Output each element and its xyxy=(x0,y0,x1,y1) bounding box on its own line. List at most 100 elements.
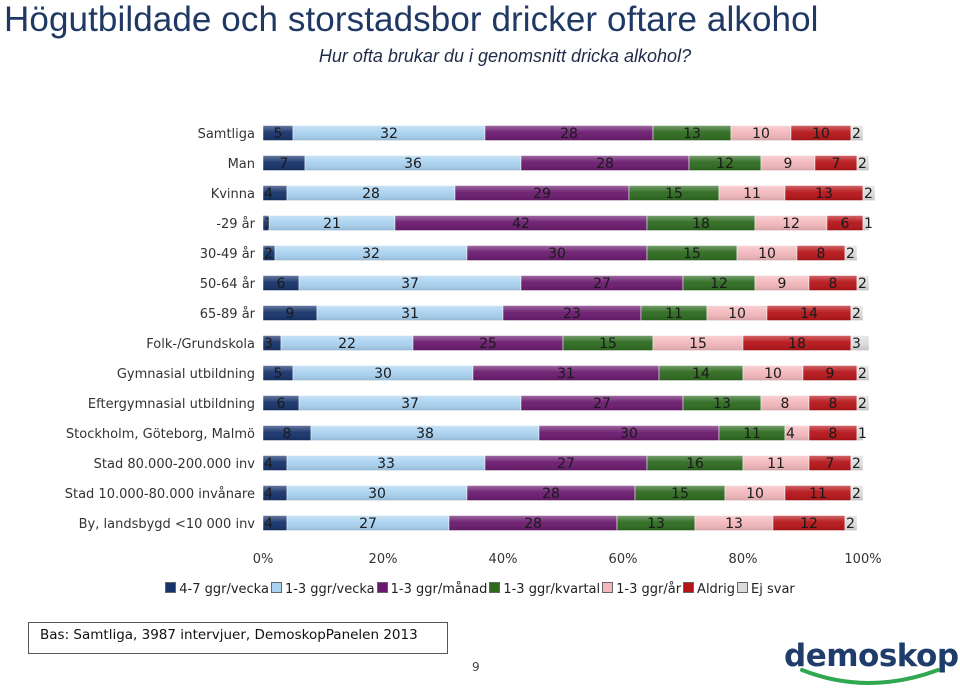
bar-segment-shine xyxy=(263,215,269,231)
legend-label: 1-3 ggr/månad xyxy=(390,582,488,597)
legend-label: 1-3 ggr/kvartal xyxy=(503,582,601,597)
legend-label: 4-7 ggr/vecka xyxy=(179,582,269,597)
bar-segment-shine xyxy=(719,185,785,201)
category-label: -29 år xyxy=(216,217,255,232)
data-label: 11 xyxy=(665,306,683,322)
bar-segment-shine xyxy=(305,155,521,171)
data-label: 9 xyxy=(286,306,295,322)
bar-segment-shine xyxy=(263,395,299,411)
data-label: 37 xyxy=(401,276,419,292)
data-label: 11 xyxy=(743,186,761,202)
data-label: 15 xyxy=(665,186,683,202)
bar-segment-shine xyxy=(785,425,809,441)
bar-segment-shine xyxy=(617,515,695,531)
bar-segment-shine xyxy=(851,125,863,141)
bar-segment-shine xyxy=(275,245,467,261)
page-number: 9 xyxy=(472,660,480,674)
bar-segment-shine xyxy=(503,305,641,321)
data-label: 7 xyxy=(280,156,289,172)
data-label: 8 xyxy=(829,426,838,442)
data-label: 2 xyxy=(264,246,273,262)
data-label: 1 xyxy=(858,426,867,442)
data-label: 2 xyxy=(858,396,867,412)
data-label: 8 xyxy=(781,396,790,412)
bar-segment-shine xyxy=(263,365,293,381)
data-label: 13 xyxy=(725,516,743,532)
data-label: 9 xyxy=(826,366,835,382)
legend-swatch xyxy=(270,582,282,593)
data-label: 1 xyxy=(864,216,873,232)
data-label: 31 xyxy=(557,366,575,382)
data-label: 2 xyxy=(852,486,861,502)
data-label: 16 xyxy=(686,456,704,472)
bar-segment-shine xyxy=(263,485,287,501)
bar-segment-shine xyxy=(659,365,743,381)
bar-segment-shine xyxy=(521,155,689,171)
data-label: 15 xyxy=(599,336,617,352)
data-label: 30 xyxy=(368,486,386,502)
x-tick-label: 60% xyxy=(609,552,638,567)
data-label: 28 xyxy=(542,486,560,502)
bar-segment-shine xyxy=(695,515,773,531)
data-label: 15 xyxy=(689,336,707,352)
bar-segment-shine xyxy=(863,185,875,201)
page-title: Högutbildade och storstadsbor dricker of… xyxy=(4,0,819,39)
bar-segment-shine xyxy=(857,365,869,381)
bar-segment-shine xyxy=(467,245,647,261)
data-label: 9 xyxy=(778,276,787,292)
bar-segment-shine xyxy=(263,425,311,441)
x-tick-label: 80% xyxy=(729,552,758,567)
data-label: 2 xyxy=(846,246,855,262)
data-label: 27 xyxy=(557,456,575,472)
data-label: 28 xyxy=(362,186,380,202)
data-label: 2 xyxy=(852,456,861,472)
legend-swatch xyxy=(737,582,749,593)
data-label: 28 xyxy=(524,516,542,532)
data-label: 10 xyxy=(812,126,830,142)
legend-swatch xyxy=(489,582,501,593)
bar-segment-shine xyxy=(455,185,629,201)
bar-segment-shine xyxy=(269,215,395,231)
data-label: 10 xyxy=(758,246,776,262)
data-label: 29 xyxy=(533,186,551,202)
bar-segment-shine xyxy=(539,425,719,441)
data-label: 14 xyxy=(692,366,710,382)
data-label: 4 xyxy=(264,486,273,502)
bar-segment-shine xyxy=(857,425,863,441)
data-label: 28 xyxy=(560,126,578,142)
data-label: 6 xyxy=(277,276,286,292)
bar-segment-shine xyxy=(797,245,845,261)
legend-item: 1-3 ggr/kvartal xyxy=(489,582,600,597)
data-label: 15 xyxy=(683,246,701,262)
bar-segment-shine xyxy=(647,245,737,261)
data-label: 7 xyxy=(826,456,835,472)
data-label: 10 xyxy=(764,366,782,382)
bar-segment-shine xyxy=(773,515,845,531)
bar-segment-shine xyxy=(263,515,287,531)
bar-segment-shine xyxy=(293,365,473,381)
data-label: 5 xyxy=(274,366,283,382)
data-label: 4 xyxy=(264,186,273,202)
bar-segment-shine xyxy=(809,395,857,411)
data-label: 36 xyxy=(404,156,422,172)
x-tick-label: 20% xyxy=(369,552,398,567)
bar-segment-shine xyxy=(485,455,647,471)
data-label: 18 xyxy=(692,216,710,232)
bar-segment-shine xyxy=(725,485,785,501)
bar-segment-shine xyxy=(395,215,647,231)
bar-segment-shine xyxy=(263,335,281,351)
bar-segment-shine xyxy=(287,455,485,471)
data-label: 32 xyxy=(380,126,398,142)
data-label: 4 xyxy=(264,456,273,472)
bar-segment-shine xyxy=(629,185,719,201)
data-label: 27 xyxy=(593,396,611,412)
data-label: 11 xyxy=(767,456,785,472)
category-label: Man xyxy=(228,157,255,172)
data-label: 10 xyxy=(752,126,770,142)
bar-segment-shine xyxy=(263,455,287,471)
bar-segment-shine xyxy=(857,155,869,171)
data-label: 13 xyxy=(683,126,701,142)
bar-segment-shine xyxy=(815,155,857,171)
data-label: 28 xyxy=(596,156,614,172)
